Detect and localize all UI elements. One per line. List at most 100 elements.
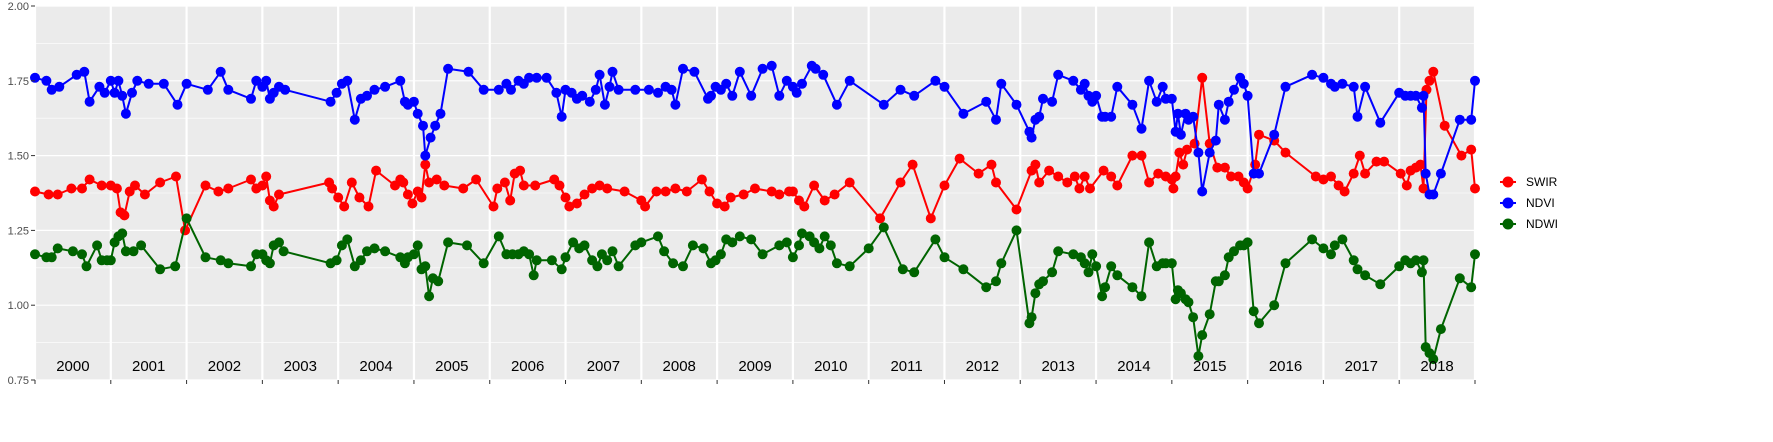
data-point-ndwi	[897, 264, 908, 275]
data-point-swir	[1112, 180, 1123, 191]
data-point-ndvi	[425, 132, 436, 143]
data-point-ndvi	[1166, 93, 1177, 104]
data-point-swir	[1354, 150, 1365, 161]
data-point-ndwi	[77, 249, 87, 260]
data-point-ndvi	[1079, 78, 1090, 89]
data-point-swir	[1170, 171, 1181, 182]
data-point-swir	[619, 186, 630, 197]
data-point-ndwi	[1097, 291, 1108, 302]
data-point-ndwi	[1242, 237, 1253, 248]
year-label: 2012	[966, 358, 999, 375]
data-point-ndvi	[1210, 135, 1221, 146]
data-point-swir	[66, 183, 77, 194]
data-point-ndvi	[506, 84, 516, 95]
data-point-ndwi	[1307, 234, 1318, 245]
data-point-ndvi	[689, 66, 700, 77]
data-point-ndvi	[727, 90, 738, 101]
data-point-ndwi	[1470, 249, 1480, 260]
data-point-ndwi	[687, 240, 698, 251]
year-label: 2008	[663, 358, 696, 375]
data-point-swir	[431, 174, 442, 185]
data-point-swir	[96, 180, 107, 191]
data-point-swir	[1044, 165, 1055, 176]
data-point-ndwi	[1416, 267, 1427, 278]
data-point-ndvi	[158, 78, 169, 89]
data-point-ndvi	[781, 75, 792, 86]
data-point-ndwi	[424, 291, 435, 302]
data-point-swir	[130, 180, 140, 191]
legend-key-point	[1502, 176, 1514, 188]
year-label: 2004	[359, 358, 392, 375]
year-label: 2013	[1041, 358, 1074, 375]
data-point-swir	[52, 189, 63, 200]
data-point-ndwi	[636, 237, 647, 248]
data-point-ndvi	[757, 63, 768, 74]
data-point-ndvi	[1454, 114, 1465, 125]
data-point-ndvi	[607, 66, 618, 77]
data-point-ndwi	[996, 258, 1007, 269]
data-point-ndvi	[1307, 69, 1318, 80]
data-point-ndwi	[246, 261, 256, 272]
data-point-swir	[1144, 177, 1155, 188]
data-point-ndwi	[52, 243, 63, 254]
year-label: 2014	[1117, 358, 1150, 375]
data-point-ndvi	[1193, 147, 1204, 158]
data-point-swir	[1250, 159, 1261, 170]
data-point-ndwi	[1348, 255, 1359, 266]
data-point-ndwi	[349, 261, 360, 272]
data-point-ndvi	[1352, 111, 1363, 122]
year-label: 2017	[1345, 358, 1378, 375]
data-point-ndvi	[84, 96, 95, 107]
data-point-ndwi	[1352, 264, 1363, 275]
data-point-ndvi	[909, 90, 920, 101]
data-point-swir	[719, 201, 730, 212]
data-point-ndvi	[666, 84, 677, 95]
data-point-ndwi	[215, 255, 226, 266]
data-point-ndvi	[1420, 168, 1431, 179]
data-point-swir	[1153, 168, 1164, 179]
data-point-swir	[1348, 168, 1359, 179]
year-label: 2007	[587, 358, 620, 375]
legend: SWIR NDVI NDWI	[1500, 175, 1558, 231]
data-point-ndwi	[342, 234, 353, 245]
data-point-ndwi	[1326, 249, 1336, 260]
data-point-swir	[1053, 171, 1064, 182]
data-point-ndvi	[831, 99, 842, 110]
data-point-ndwi	[380, 246, 391, 257]
data-point-ndvi	[1091, 90, 1102, 101]
data-point-swir	[1098, 165, 1109, 176]
data-point-ndvi	[181, 78, 192, 89]
data-point-ndwi	[939, 252, 950, 263]
data-point-swir	[1074, 183, 1085, 194]
data-point-swir	[579, 189, 590, 200]
data-point-ndvi	[643, 84, 654, 95]
data-point-ndvi	[215, 66, 226, 77]
data-point-ndwi	[774, 240, 785, 251]
legend-item-swir: SWIR	[1500, 175, 1558, 189]
data-point-swir	[111, 183, 122, 194]
data-point-ndwi	[678, 261, 688, 272]
data-point-ndvi	[493, 84, 504, 95]
data-point-swir	[986, 159, 997, 170]
data-point-swir	[1424, 75, 1435, 86]
data-point-ndwi	[819, 231, 830, 242]
data-point-swir	[416, 192, 427, 203]
data-point-ndvi	[721, 78, 732, 89]
data-point-swir	[712, 198, 723, 209]
data-point-ndwi	[264, 258, 275, 269]
data-point-ndvi	[1068, 75, 1079, 86]
data-point-ndvi	[577, 90, 588, 101]
data-point-swir	[139, 189, 150, 200]
data-point-ndwi	[844, 261, 855, 272]
data-point-ndwi	[528, 270, 539, 281]
data-point-ndvi	[1038, 93, 1048, 104]
year-label: 2006	[511, 358, 544, 375]
data-point-ndwi	[1183, 297, 1194, 308]
data-point-ndvi	[734, 66, 745, 77]
data-point-ndwi	[1136, 291, 1147, 302]
data-point-swir	[530, 180, 541, 191]
data-point-ndvi	[1223, 96, 1234, 107]
data-point-swir	[30, 186, 40, 197]
data-point-ndvi	[1418, 90, 1429, 101]
